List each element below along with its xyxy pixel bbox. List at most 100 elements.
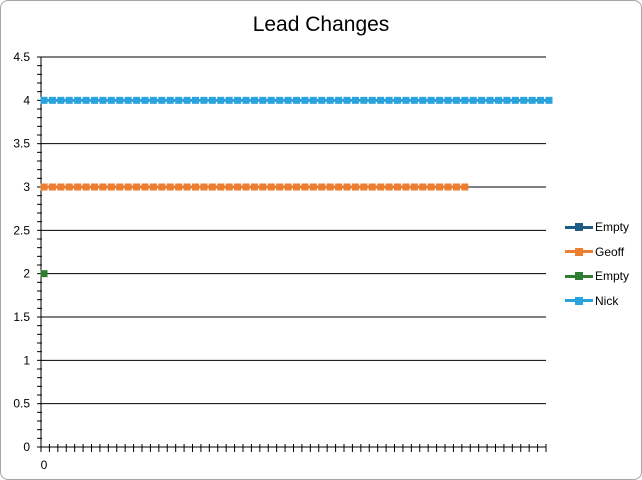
data-point-geoff	[107, 183, 115, 191]
data-point-nick	[158, 96, 166, 104]
data-point-nick	[166, 96, 174, 104]
data-point-geoff	[444, 183, 452, 191]
legend-label: Empty	[595, 220, 630, 235]
data-point-nick	[107, 96, 115, 104]
legend-swatch	[565, 221, 593, 233]
data-point-geoff	[91, 183, 98, 191]
data-point-geoff	[158, 183, 166, 191]
data-point-nick	[133, 96, 141, 104]
data-point-geoff	[293, 183, 300, 191]
data-point-nick	[74, 96, 82, 104]
legend: Empty Geoff Empty Nick	[565, 215, 629, 313]
data-point-geoff	[343, 183, 351, 191]
x-tick-label: 0	[41, 458, 48, 472]
data-point-nick	[91, 96, 98, 104]
data-point-nick	[503, 96, 511, 104]
legend-swatch	[565, 270, 593, 282]
data-point-nick	[217, 96, 225, 104]
data-point-nick	[65, 96, 73, 104]
y-tick-label: 0.5	[13, 397, 30, 411]
data-point-geoff	[267, 183, 275, 191]
data-point-nick	[394, 96, 401, 104]
data-point-nick	[276, 96, 284, 104]
data-point-nick	[175, 96, 183, 104]
data-point-geoff	[284, 183, 292, 191]
data-point-nick	[419, 96, 427, 104]
data-point-geoff	[250, 183, 258, 191]
data-point-nick	[250, 96, 258, 104]
data-point-geoff	[82, 183, 90, 191]
data-point-geoff	[385, 183, 393, 191]
data-point-nick	[183, 96, 191, 104]
data-point-nick	[410, 96, 418, 104]
data-point-geoff	[65, 183, 73, 191]
data-point-nick	[368, 96, 376, 104]
data-point-nick	[452, 96, 460, 104]
legend-swatch	[565, 246, 593, 258]
data-point-geoff	[192, 183, 199, 191]
data-point-nick	[301, 96, 309, 104]
data-point-geoff	[436, 183, 444, 191]
data-point-geoff	[335, 183, 343, 191]
data-point-nick	[520, 96, 528, 104]
data-point-geoff	[301, 183, 309, 191]
data-point-nick	[116, 96, 124, 104]
y-tick-label: 3.5	[13, 137, 30, 151]
data-point-nick	[192, 96, 199, 104]
data-point-nick	[48, 96, 56, 104]
data-point-geoff	[225, 183, 233, 191]
data-point-nick	[124, 96, 132, 104]
data-point-nick	[528, 96, 536, 104]
data-point-geoff	[116, 183, 124, 191]
data-point-nick	[511, 96, 519, 104]
data-point-geoff	[183, 183, 191, 191]
data-point-nick	[293, 96, 300, 104]
data-point-geoff	[427, 183, 435, 191]
data-point-geoff	[276, 183, 284, 191]
data-point-geoff	[377, 183, 385, 191]
data-point-geoff	[200, 183, 208, 191]
data-point-nick	[545, 96, 553, 104]
data-point-nick	[343, 96, 351, 104]
data-point-nick	[495, 96, 502, 104]
data-point-geoff	[402, 183, 410, 191]
data-point-nick	[486, 96, 494, 104]
data-point-nick	[99, 96, 107, 104]
data-point-nick	[82, 96, 90, 104]
data-point-nick	[444, 96, 452, 104]
data-point-nick	[267, 96, 275, 104]
data-point-nick	[385, 96, 393, 104]
data-point-nick	[326, 96, 334, 104]
data-point-geoff	[368, 183, 376, 191]
y-tick-label: 1.5	[13, 310, 30, 324]
data-point-empty	[40, 270, 48, 278]
y-tick-label: 4.5	[13, 50, 30, 64]
data-point-geoff	[234, 183, 242, 191]
data-point-nick	[309, 96, 317, 104]
data-point-geoff	[74, 183, 82, 191]
data-point-geoff	[452, 183, 460, 191]
data-point-nick	[402, 96, 410, 104]
data-point-geoff	[410, 183, 418, 191]
data-point-geoff	[318, 183, 326, 191]
data-point-geoff	[40, 183, 48, 191]
data-point-nick	[351, 96, 359, 104]
data-point-nick	[318, 96, 326, 104]
y-tick-label: 1	[23, 353, 30, 367]
data-point-geoff	[124, 183, 132, 191]
legend-item: Empty	[565, 215, 629, 240]
data-point-geoff	[166, 183, 174, 191]
data-point-geoff	[259, 183, 267, 191]
y-tick-label: 2	[23, 267, 30, 281]
data-point-nick	[141, 96, 149, 104]
data-point-nick	[284, 96, 292, 104]
data-point-geoff	[419, 183, 427, 191]
data-point-geoff	[149, 183, 157, 191]
legend-item: Nick	[565, 289, 629, 314]
legend-marker	[575, 247, 583, 256]
data-point-nick	[57, 96, 65, 104]
legend-swatch	[565, 295, 593, 307]
y-tick-label: 2.5	[13, 223, 30, 237]
data-point-geoff	[351, 183, 359, 191]
